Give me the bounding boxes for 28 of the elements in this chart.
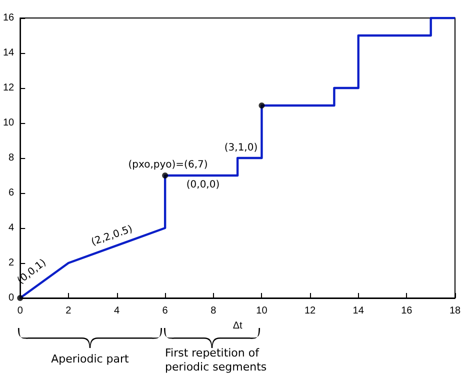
text: First repetition of periodic segments bbox=[165, 346, 267, 374]
annotation: (3,1,0) bbox=[224, 142, 258, 154]
x-tick-label: 18 bbox=[449, 306, 461, 316]
x-tick-label: 0 bbox=[17, 306, 24, 316]
x-tick-label: 6 bbox=[162, 306, 168, 316]
x-tick-label: 2 bbox=[66, 306, 72, 316]
y-tick-label: 4 bbox=[8, 222, 15, 234]
point bbox=[258, 102, 265, 108]
y-tick-label: 16 bbox=[3, 12, 15, 24]
text: Aperiodic part bbox=[51, 352, 130, 366]
point bbox=[17, 295, 24, 301]
y-tick-label: 6 bbox=[8, 188, 15, 198]
y-tick-label: 12 bbox=[3, 82, 15, 94]
y-tick-label: 2 bbox=[8, 258, 15, 268]
x-axis-title: Δt bbox=[232, 320, 243, 332]
x-tick-label: 4 bbox=[114, 306, 120, 316]
x-tick-label: 8 bbox=[210, 306, 217, 316]
y-tick-label: 10 bbox=[3, 118, 15, 128]
x-tick-label: 10 bbox=[256, 306, 268, 316]
annotation: (pxo,pyo)=(6,7) bbox=[128, 160, 208, 170]
y-tick-label: 14 bbox=[3, 48, 15, 58]
point bbox=[162, 172, 168, 178]
x-tick-label: 16 bbox=[401, 306, 413, 316]
x-tick-label: 12 bbox=[304, 306, 316, 316]
y-tick-label: 0 bbox=[8, 292, 15, 304]
x-tick-label: 14 bbox=[352, 306, 364, 316]
y-tick-label: 8 bbox=[8, 152, 15, 164]
annotation: (0,0,0) bbox=[186, 180, 220, 190]
